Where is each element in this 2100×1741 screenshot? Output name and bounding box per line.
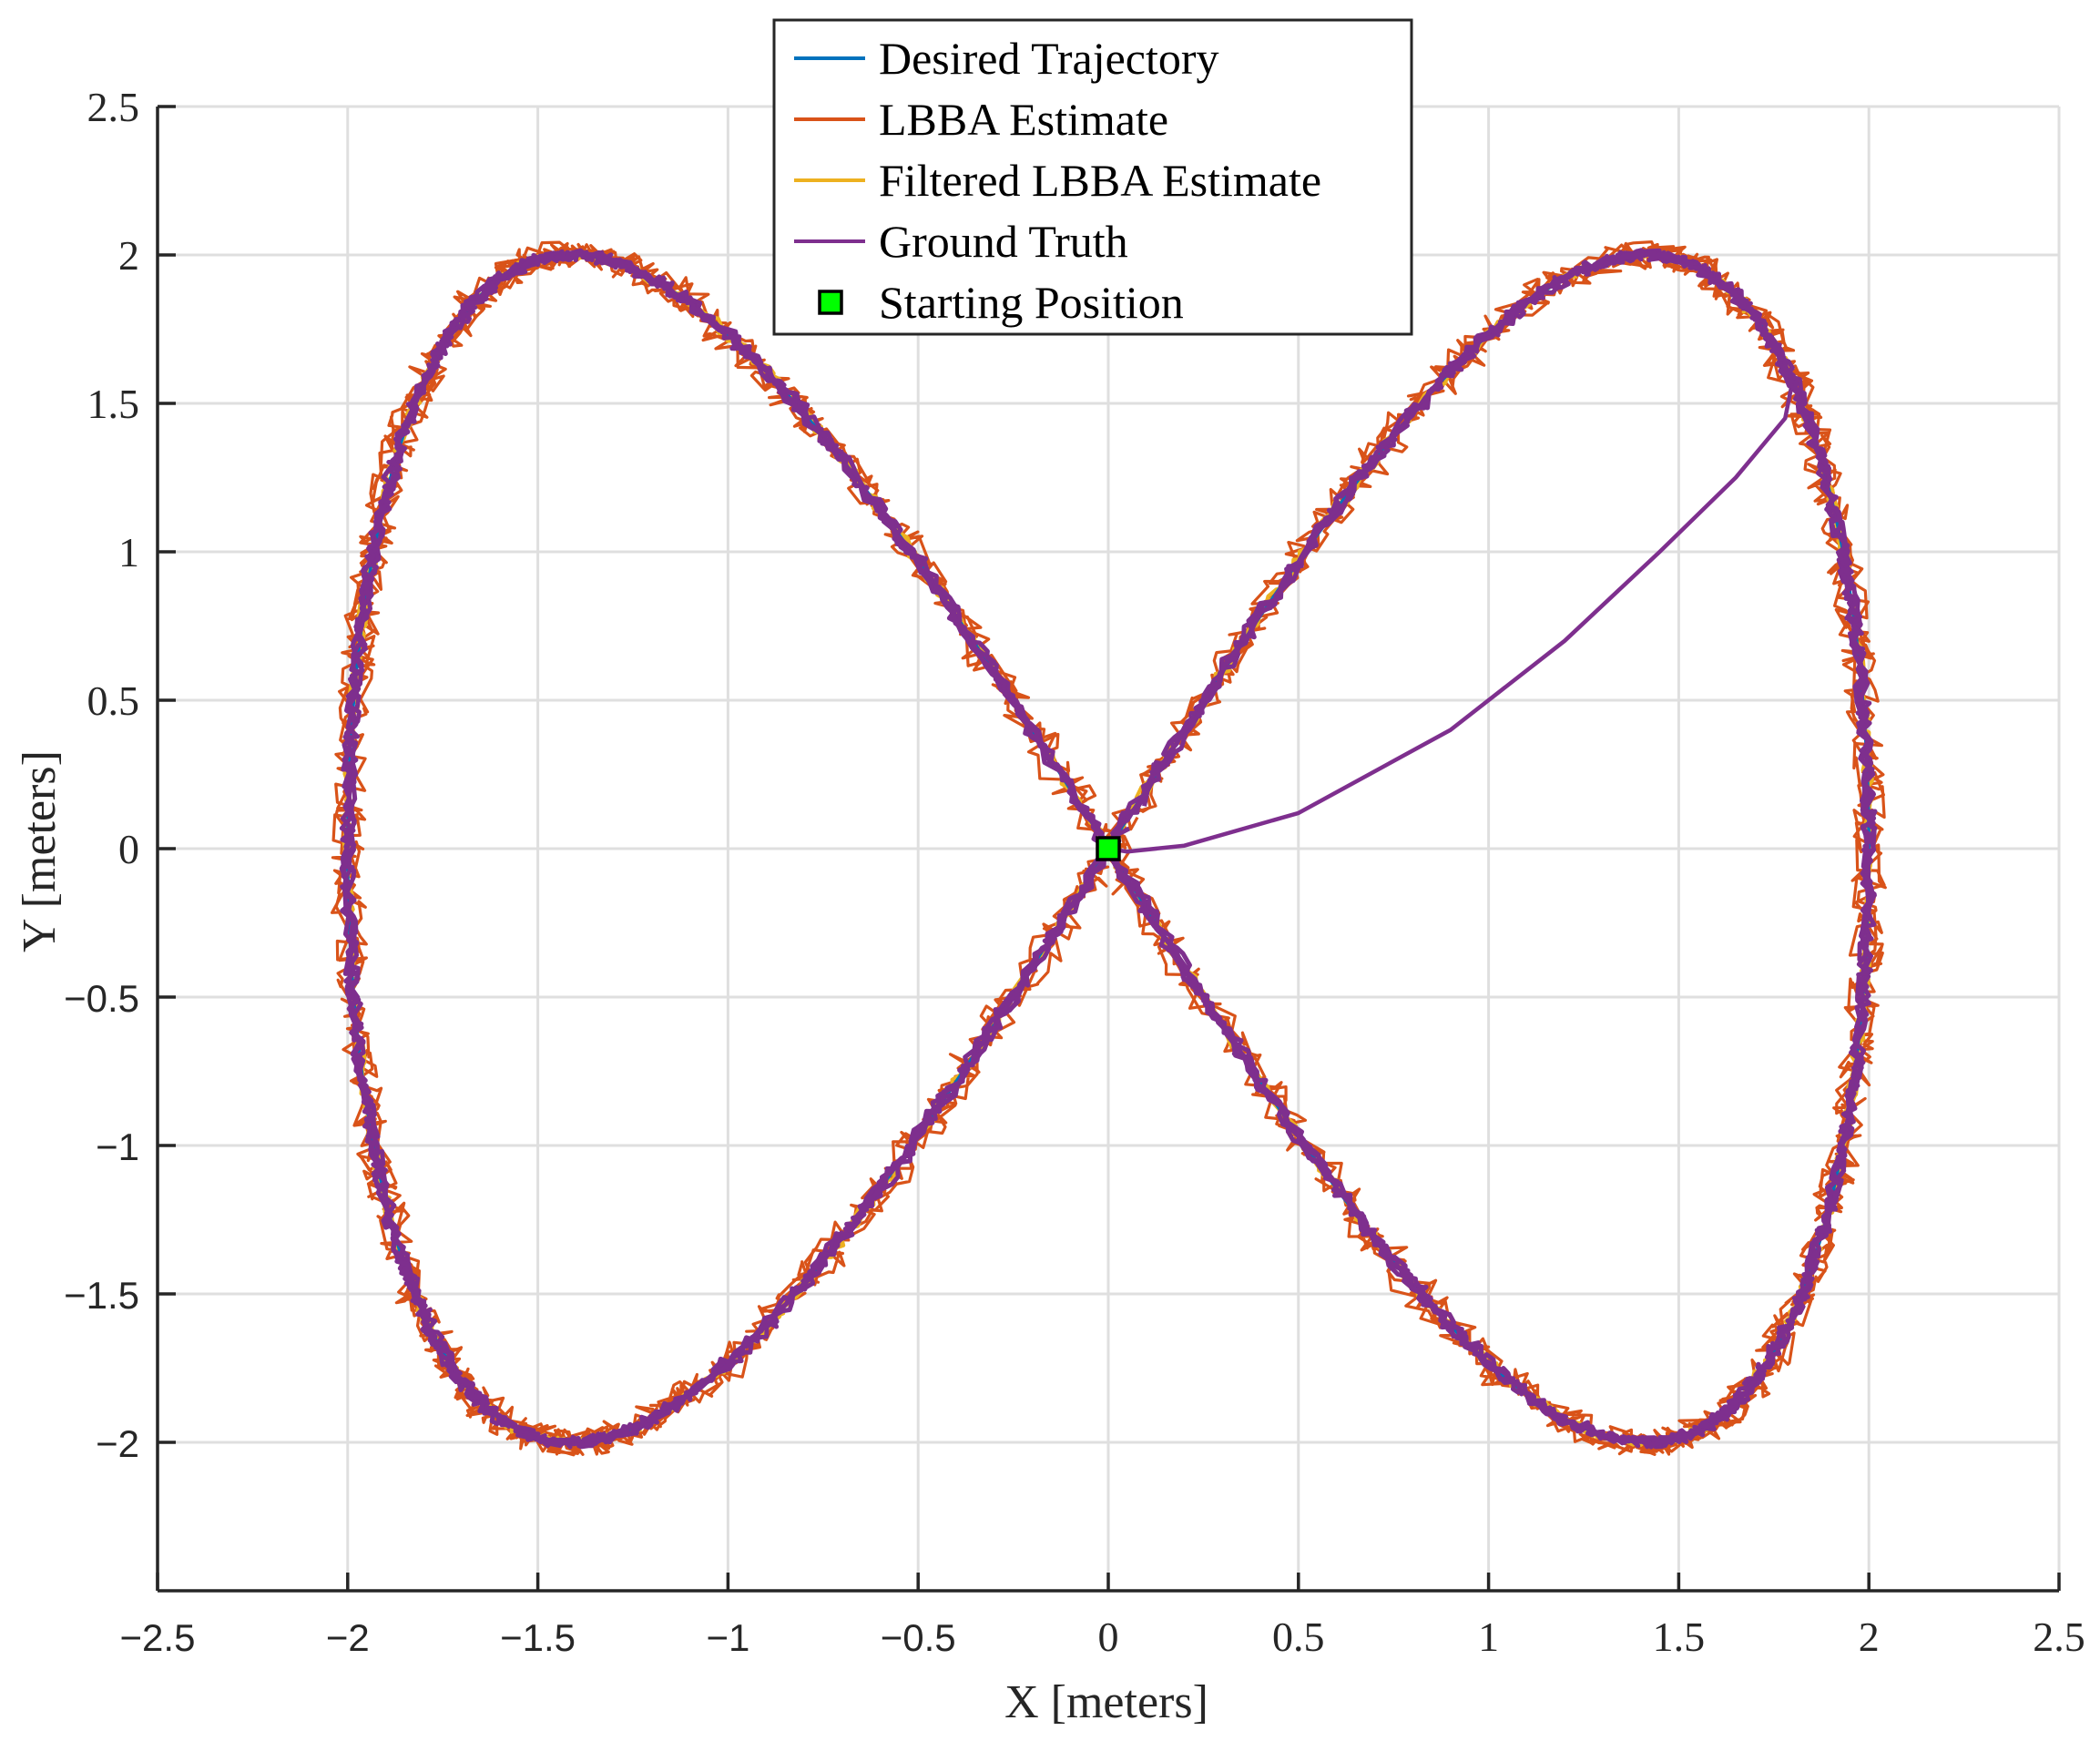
legend-entry-label: LBBA Estimate (879, 94, 1168, 145)
ground-truth-start-curve (1107, 342, 1795, 854)
legend-entry-label: Ground Truth (879, 216, 1128, 267)
x-tick-label: 2 (1859, 1614, 1880, 1660)
y-tick-labels: −2 −1.5 −1 −0.5 0 0.5 1 1.5 2 2.5 (64, 84, 139, 1465)
x-tick-labels: −2.5 −2 −1.5 −1 −0.5 0 0.5 1 1.5 2 2.5 (120, 1614, 2085, 1660)
y-axis-label: Y [meters] (14, 750, 66, 952)
axes (156, 105, 2061, 1593)
y-tick-label: 0 (118, 826, 139, 872)
legend-swatch-square (818, 290, 843, 315)
starting-position-marker (1096, 836, 1121, 861)
x-axis-label: X [meters] (1004, 1676, 1208, 1728)
ground-truth-line (339, 249, 1877, 1450)
x-tick-label: 1.5 (1653, 1614, 1706, 1660)
y-tick-label: 1.5 (87, 381, 140, 427)
legend-box (772, 18, 1413, 336)
x-tick-label: 0 (1098, 1614, 1119, 1660)
x-tick-label: −1 (706, 1616, 749, 1659)
legend-entry-label: Starting Position (879, 277, 1184, 328)
y-tick-label: 2 (118, 232, 139, 279)
y-tick-label: −2 (96, 1422, 139, 1465)
legend-entry-label: Filtered LBBA Estimate (879, 155, 1321, 206)
legend: Desired Trajectory LBBA Estimate Filtered … (772, 18, 1413, 336)
legend-entry-label: Desired Trajectory (879, 33, 1219, 84)
x-tick-label: 2.5 (2033, 1614, 2085, 1660)
y-tick-label: −1 (96, 1125, 139, 1168)
y-tick-label: −0.5 (64, 977, 139, 1020)
y-tick-label: 2.5 (87, 84, 140, 130)
y-tick-label: 1 (118, 529, 139, 575)
y-tick-label: 0.5 (87, 677, 140, 724)
x-tick-label: 1 (1478, 1614, 1499, 1660)
markers (1096, 836, 1121, 861)
x-tick-label: −0.5 (881, 1616, 956, 1659)
x-tick-label: −2 (326, 1616, 370, 1659)
x-tick-label: 0.5 (1272, 1614, 1325, 1660)
x-tick-label: −2.5 (120, 1616, 196, 1659)
y-tick-label: −1.5 (64, 1274, 139, 1317)
x-tick-label: −1.5 (500, 1616, 576, 1659)
